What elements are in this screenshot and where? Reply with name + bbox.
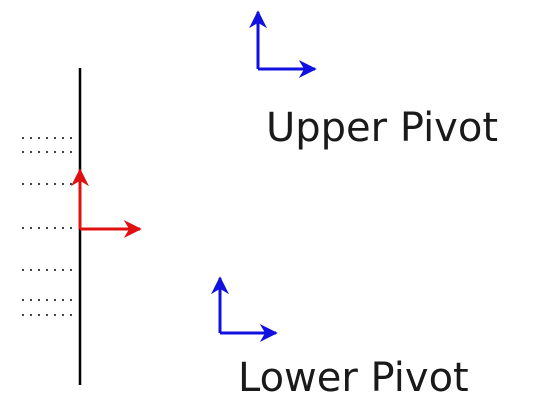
origin-axes (71, 168, 142, 238)
dotted-tick-rows (22, 137, 76, 316)
upper-pivot-label: Upper Pivot (266, 105, 499, 151)
lower-pivot-label: Lower Pivot (238, 355, 469, 401)
lower-pivot-axes (211, 276, 278, 342)
upper-pivot-axes (249, 10, 317, 78)
